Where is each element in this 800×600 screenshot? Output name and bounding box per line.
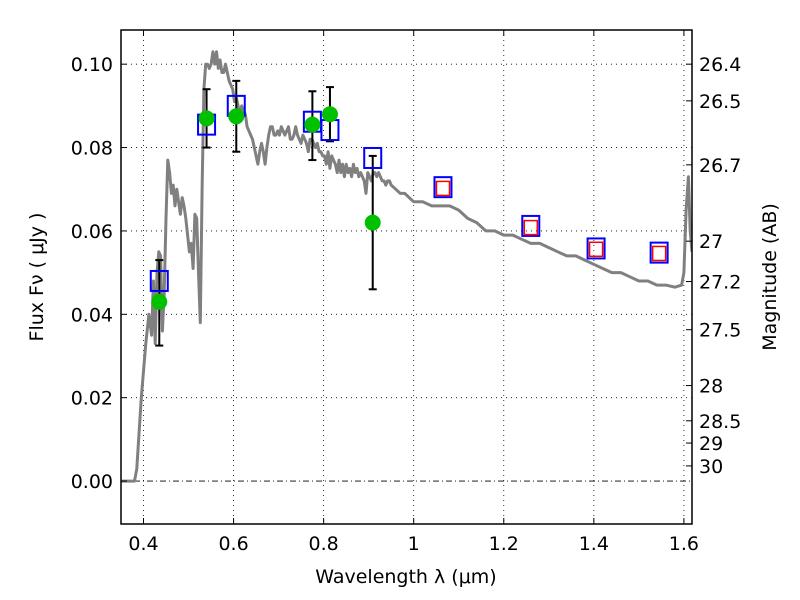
data-point-observed [228, 108, 245, 125]
data-point-observed [321, 106, 338, 123]
data-point-model-nir [523, 219, 539, 236]
data-point-model [521, 214, 541, 237]
data-point-model-nir [651, 245, 667, 262]
data-point-model [433, 176, 453, 199]
plot-area [121, 50, 692, 483]
observed-photometry-series [151, 106, 381, 310]
data-point-observed [198, 110, 215, 127]
data-point-model [586, 237, 606, 260]
y-axis-right-label: Magnitude (AB) [759, 203, 781, 351]
data-point-observed [151, 293, 168, 310]
y-right-tick-label: 26.7 [699, 155, 741, 177]
y-right-tick-label: 27.2 [699, 272, 741, 294]
sed-line [121, 50, 692, 483]
y-axis-left: 0.00 0.02 0.04 0.06 0.08 0.10 [71, 54, 127, 493]
y-right-tick-label: 27.5 [699, 320, 741, 342]
y-tick-label: 0.06 [71, 221, 113, 243]
data-point-observed [364, 214, 381, 231]
data-point-model-nir [435, 180, 451, 197]
x-tick-label: 1.2 [489, 533, 519, 555]
x-tick-label: 0.8 [309, 533, 339, 555]
data-point-model-nir [588, 241, 604, 258]
plot-frame [120, 29, 693, 525]
data-point-observed [304, 116, 321, 133]
x-axis-label: Wavelength λ (μm) [315, 566, 496, 588]
y-tick-label: 0.08 [71, 138, 113, 160]
y-axis-label: Flux Fν ( μJy ) [26, 213, 48, 342]
y-right-tick-label: 26.4 [699, 54, 741, 76]
y-right-tick-label: 28 [699, 376, 723, 398]
y-right-tick-label: 26.5 [699, 91, 741, 113]
model-sed-series [121, 50, 692, 483]
data-point-model [149, 269, 169, 292]
y-tick-label: 0.04 [71, 304, 113, 326]
x-tick-label: 1.4 [579, 533, 609, 555]
y-right-tick-label: 30 [699, 456, 723, 478]
y-tick-label: 0.00 [71, 471, 113, 493]
x-tick-label: 0.4 [128, 533, 158, 555]
x-tick-label: 1.6 [669, 533, 699, 555]
y-right-tick-label: 27 [699, 231, 723, 253]
y-tick-label: 0.02 [71, 388, 113, 410]
x-axis: 0.4 0.6 0.8 1 1.2 1.4 1.6 [128, 30, 699, 555]
data-point-model [649, 241, 669, 264]
y-right-tick-label: 29 [699, 433, 723, 455]
model-photometry-nir-series [435, 180, 667, 262]
y-tick-label: 0.10 [71, 54, 113, 76]
data-point-model [363, 146, 383, 169]
x-tick-label: 0.6 [218, 533, 248, 555]
y-right-tick-label: 28.5 [699, 411, 741, 433]
x-tick-label: 1 [408, 533, 420, 555]
